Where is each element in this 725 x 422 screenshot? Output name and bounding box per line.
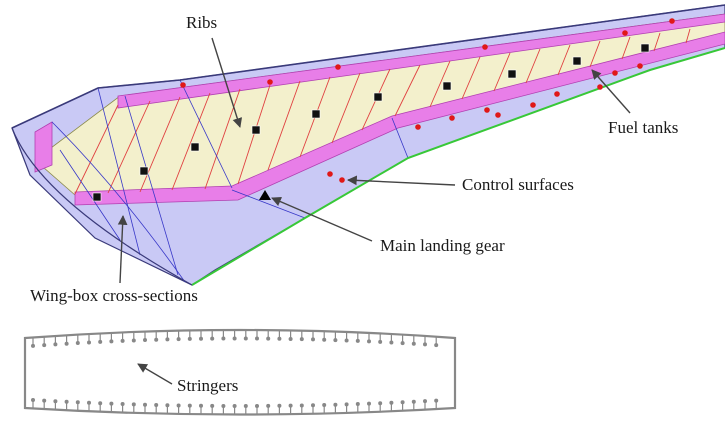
stringer-bulb [299, 337, 304, 342]
stringer-bulb [176, 403, 181, 408]
stringer-bulb [434, 398, 439, 403]
label-arrows [117, 37, 631, 385]
stringer-bulb [87, 340, 91, 345]
fuel-tank-markers [92, 43, 650, 202]
stringer-bulb [109, 401, 114, 406]
stringer-bulb [355, 338, 360, 343]
stringer-bulb [120, 338, 125, 343]
stringer-bulb [131, 338, 136, 343]
stringer-bulb [221, 403, 226, 408]
stringer-bulb [243, 403, 248, 408]
stringer-bulb [400, 400, 405, 405]
stringer-bulb [423, 399, 427, 404]
stringer-bulb [367, 401, 371, 406]
stringer-bulb [143, 338, 147, 343]
stringer-bulb [288, 403, 293, 408]
stringer-bulb [109, 339, 114, 344]
stringer-bulb [199, 336, 203, 341]
stringer-bulb [311, 337, 315, 342]
stringer-bulb [255, 403, 259, 408]
stringer-bulb [389, 400, 394, 405]
stringer-bulb [210, 336, 215, 341]
trailing-edge [191, 47, 725, 286]
stringer-bulb [411, 341, 416, 346]
stringer-bulb [120, 402, 125, 407]
bottom-stringers [31, 397, 439, 415]
stringer-bulb [143, 402, 147, 407]
stringer-bulb [333, 402, 338, 407]
stringer-bulb [187, 403, 192, 408]
section-lines [51, 79, 409, 283]
stringer-bulb [255, 336, 259, 341]
stringer-bulb [75, 341, 80, 346]
stringer-bulb [87, 400, 91, 405]
stringer-bulb [400, 341, 405, 346]
stringer-bulb [98, 401, 103, 406]
stringer-bulb [367, 339, 371, 344]
stringer-bulb [344, 402, 349, 407]
stringer-bulb [165, 337, 170, 342]
rib-lines [74, 28, 691, 195]
stringer-bulb [434, 343, 439, 348]
stringer-bulb [378, 401, 383, 406]
stringer-bulb [154, 337, 159, 342]
stringer-bulb [176, 337, 181, 342]
stringer-bulb [64, 399, 69, 404]
stringer-bulb [266, 336, 271, 341]
stringer-bulb [277, 403, 282, 408]
stringer-bulb [389, 340, 394, 345]
stringer-bulb [31, 397, 35, 402]
stringer-bulb [42, 343, 47, 348]
stringer-bulb [288, 336, 293, 341]
stringer-bulb [411, 399, 416, 404]
stringer-bulb [355, 402, 360, 407]
label-wing-box-cross-sections: Wing-box cross-sections [30, 286, 198, 305]
stringer-bulb [243, 336, 248, 341]
landing-gear-marker [259, 190, 271, 200]
stringer-bulb [322, 337, 327, 342]
label-stringers: Stringers [177, 376, 238, 395]
stringer-bulb [210, 403, 215, 408]
stringer-bulb [75, 400, 80, 405]
stringer-bulb [53, 399, 58, 404]
control-surface-points [180, 18, 675, 183]
stringer-bulb [53, 342, 58, 347]
stringer-bulb [299, 403, 304, 408]
stringer-bulb [232, 336, 237, 341]
stringer-bulb [131, 402, 136, 407]
stringer-bulb [187, 336, 192, 341]
stringer-bulb [344, 338, 349, 343]
stringer-bulb [378, 339, 383, 344]
label-control-surfaces: Control surfaces [462, 175, 574, 194]
root-rib-web [34, 121, 53, 173]
wing-root-outline [11, 127, 193, 286]
rear-spar-web [74, 31, 725, 206]
stringer-bulb [42, 398, 47, 403]
label-fuel-tanks: Fuel tanks [608, 118, 678, 137]
stringer-bulb [266, 403, 271, 408]
stringer-bulb [221, 336, 226, 341]
stringer-bulb [154, 403, 159, 408]
label-ribs: Ribs [186, 13, 217, 32]
wing-box-cross-section [23, 328, 457, 416]
stringer-bulb [165, 403, 170, 408]
stringer-bulb [333, 338, 338, 343]
stringer-bulb [199, 403, 203, 408]
stringer-bulb [31, 343, 35, 348]
stringer-bulb [232, 403, 237, 408]
stringer-bulb [322, 403, 327, 408]
stringer-bulb [423, 342, 427, 347]
label-main-landing-gear: Main landing gear [380, 236, 505, 255]
stringer-bulb [277, 336, 282, 341]
leading-edge [11, 4, 725, 129]
top-stringers [31, 330, 439, 348]
stringer-bulb [98, 339, 103, 344]
stringer-bulb [311, 403, 315, 408]
stringer-bulb [64, 341, 69, 346]
